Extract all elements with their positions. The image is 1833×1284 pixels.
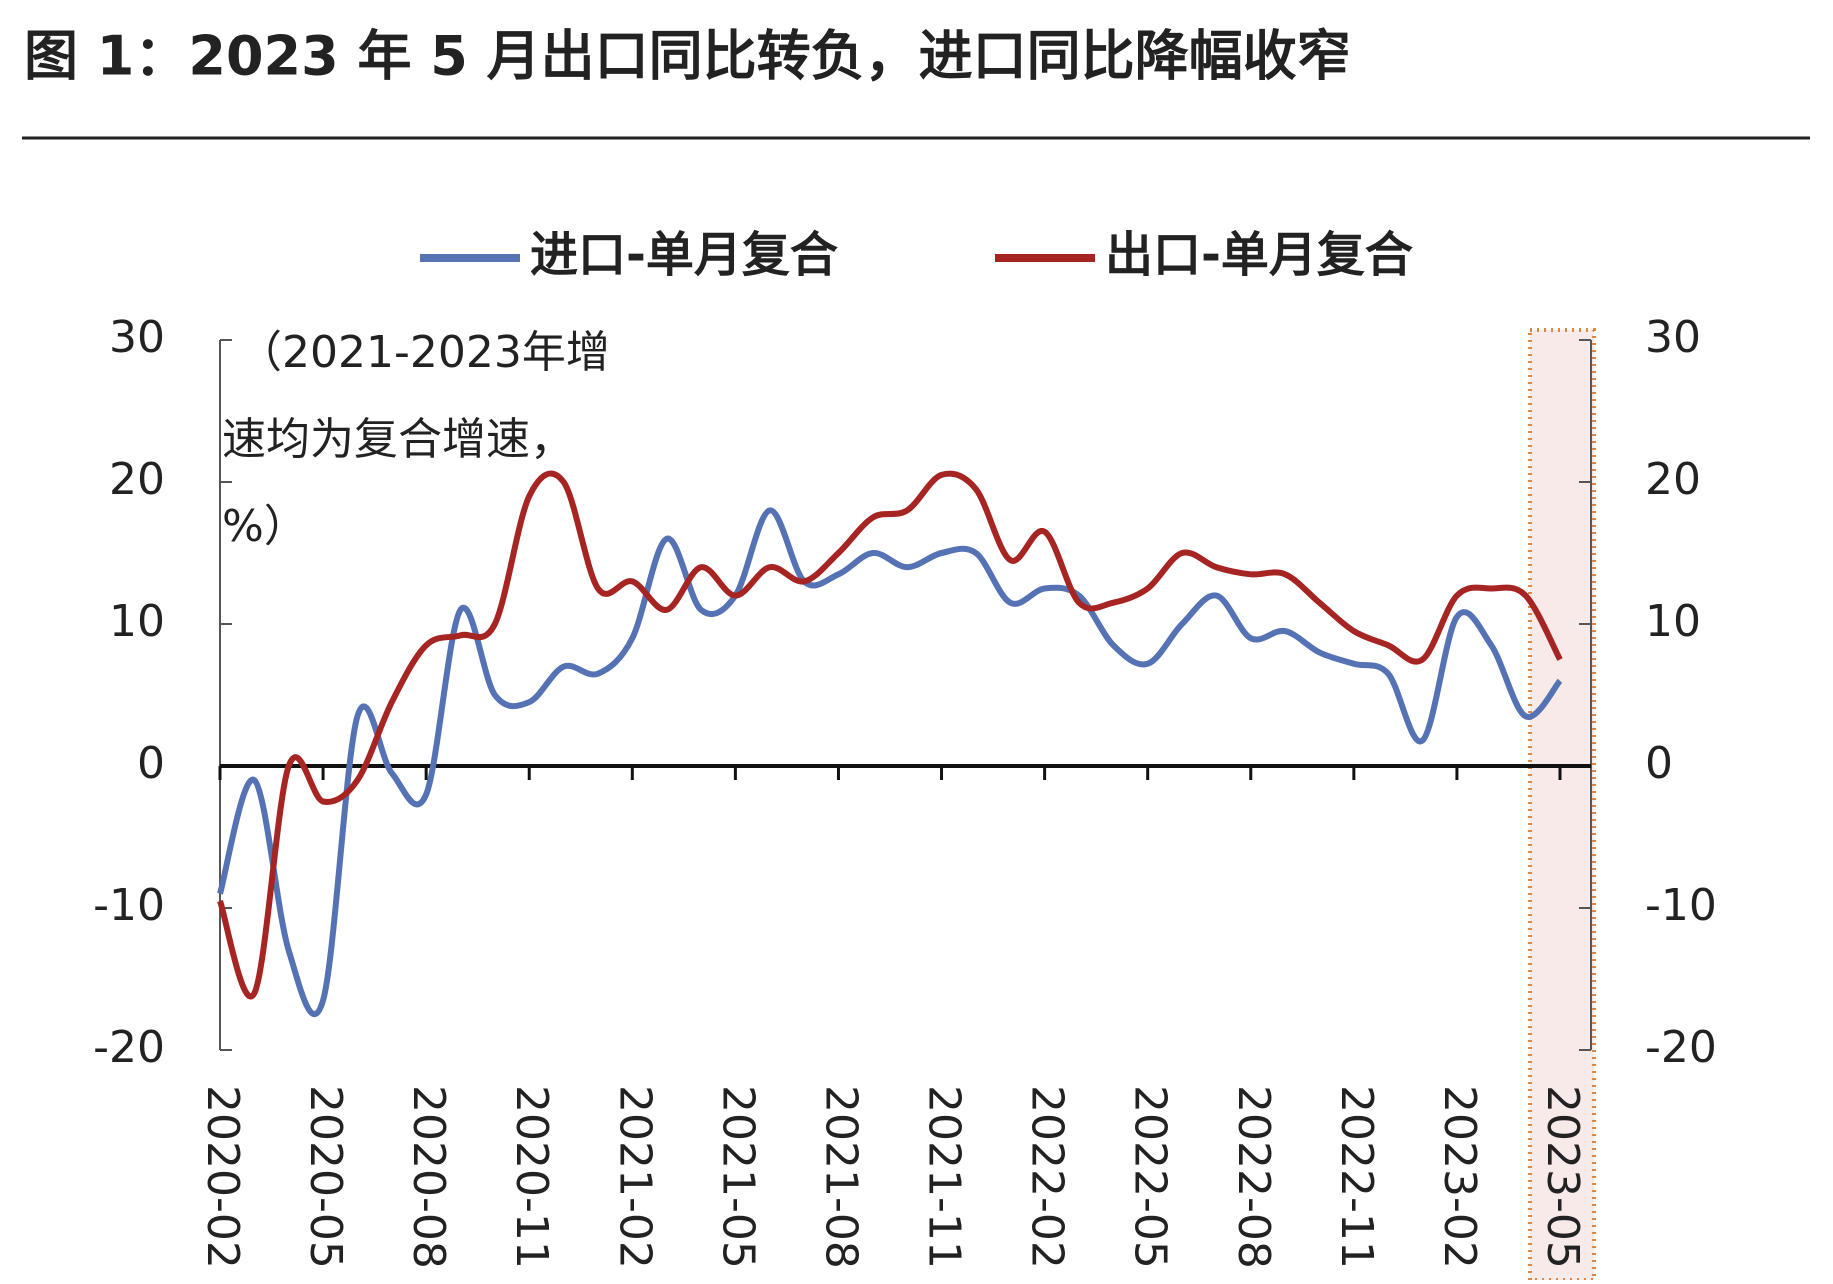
y2-tick-label: -20 bbox=[1645, 1022, 1717, 1073]
x-tick-label: 2021-11 bbox=[919, 1085, 970, 1269]
annotation: 速均为复合增速， bbox=[222, 414, 574, 465]
annotation: %） bbox=[222, 501, 308, 552]
y2-tick-label: -10 bbox=[1645, 880, 1717, 931]
line-series bbox=[217, 507, 1563, 1018]
y2-tick-label: 0 bbox=[1645, 738, 1673, 789]
highlight-box bbox=[1528, 328, 1596, 1282]
legend-label: 出口-单月复合 bbox=[1105, 227, 1413, 283]
x-tick-label: 2022-02 bbox=[1022, 1085, 1073, 1269]
y-tick-label: 0 bbox=[137, 738, 165, 789]
annotation: （2021-2023年增 bbox=[238, 327, 610, 378]
x-tick-label: 2021-05 bbox=[712, 1085, 763, 1269]
x-tick-label: 2021-02 bbox=[609, 1085, 660, 1269]
x-tick-label: 2023-02 bbox=[1434, 1085, 1485, 1269]
x-tick-label: 2022-05 bbox=[1125, 1085, 1176, 1269]
x-tick-label: 2023-05 bbox=[1537, 1085, 1588, 1269]
y-tick-label: 20 bbox=[109, 454, 165, 505]
x-tick-label: 2020-02 bbox=[197, 1085, 248, 1269]
x-tick-label: 2022-08 bbox=[1228, 1085, 1279, 1269]
y2-tick-label: 30 bbox=[1645, 312, 1701, 363]
y-tick-label: -20 bbox=[93, 1022, 165, 1073]
y-tick-label: 30 bbox=[109, 312, 165, 363]
x-tick-label: 2020-08 bbox=[403, 1085, 454, 1269]
x-tick-label: 2022-11 bbox=[1331, 1085, 1382, 1269]
y-tick-label: 10 bbox=[109, 596, 165, 647]
y2-tick-label: 10 bbox=[1645, 596, 1701, 647]
chart-title: 图 1：2023 年 5 月出口同比转负，进口同比降幅收窄 bbox=[24, 25, 1351, 88]
x-tick-label: 2020-05 bbox=[300, 1085, 351, 1269]
x-tick-label: 2021-08 bbox=[815, 1085, 866, 1269]
legend-label: 进口-单月复合 bbox=[530, 227, 838, 283]
y-tick-label: -10 bbox=[93, 880, 165, 931]
x-tick-label: 2020-11 bbox=[506, 1085, 557, 1269]
line-series bbox=[217, 470, 1563, 1000]
y2-tick-label: 20 bbox=[1645, 454, 1701, 505]
